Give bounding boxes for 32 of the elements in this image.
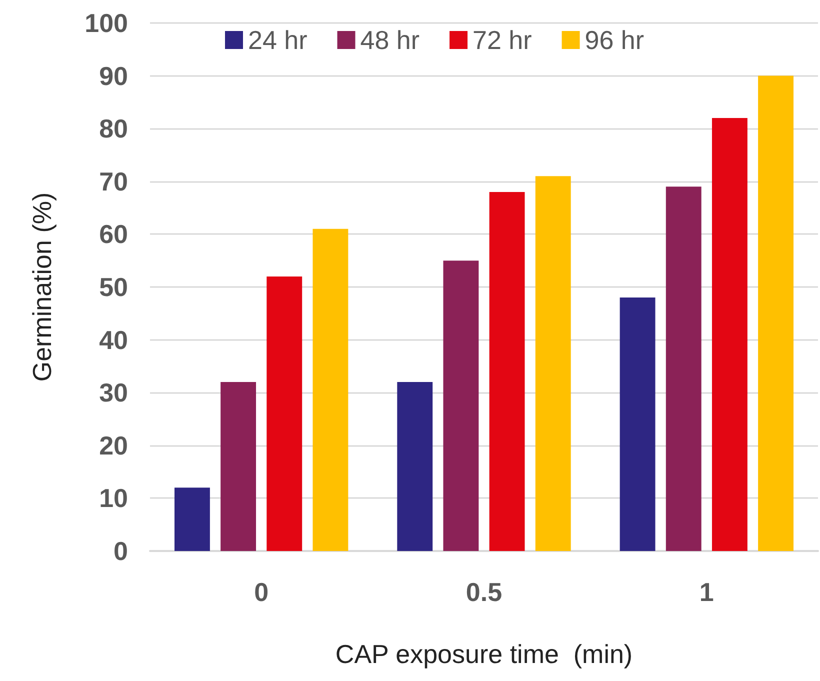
bar [758, 76, 794, 551]
y-tick-label: 40 [99, 324, 128, 355]
legend-label: 24 hr [248, 25, 308, 55]
legend-label: 72 hr [472, 25, 532, 55]
x-tick-label: 0.5 [466, 577, 502, 607]
y-axis-title: Germination (%) [27, 192, 57, 382]
y-tick-label: 80 [99, 114, 128, 144]
bar [666, 186, 702, 551]
bar [266, 276, 302, 551]
bar [443, 260, 479, 551]
y-tick-label: 50 [99, 272, 128, 302]
bar [174, 488, 210, 551]
legend-label: 48 hr [360, 25, 420, 55]
bar [489, 192, 525, 551]
x-tick-label: 1 [699, 577, 714, 607]
legend-label: 96 hr [584, 25, 644, 55]
y-tick-label: 70 [99, 166, 128, 196]
y-tick-label: 100 [84, 8, 128, 38]
y-tick-label: 20 [99, 430, 128, 460]
x-tick-label: 0 [254, 577, 269, 607]
bar [535, 176, 571, 551]
bar [620, 298, 656, 551]
y-tick-label: 0 [114, 536, 128, 566]
y-tick-label: 10 [99, 483, 128, 514]
y-tick-label: 60 [99, 219, 128, 250]
bar [397, 382, 433, 551]
bar [712, 118, 748, 551]
y-tick-label: 30 [99, 378, 128, 408]
y-tick-label: 90 [99, 60, 128, 91]
x-axis-title: CAP exposure time (min) [335, 639, 633, 669]
bar [312, 228, 348, 551]
bar [220, 382, 256, 551]
